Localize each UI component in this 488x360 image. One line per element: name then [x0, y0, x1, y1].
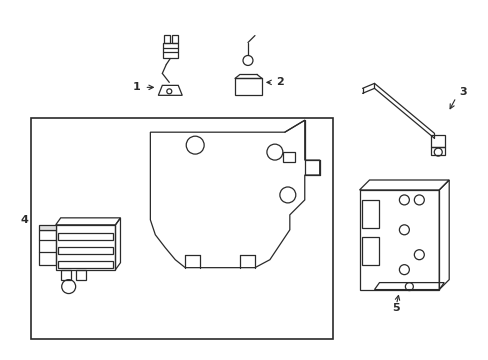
Bar: [58, 233, 112, 240]
Bar: [58, 261, 112, 268]
Polygon shape: [39, 225, 56, 230]
Bar: [430, 135, 444, 147]
Text: 4: 4: [21, 215, 29, 225]
Bar: [282, 152, 294, 162]
Bar: [31, 118, 332, 339]
Text: 1: 1: [132, 82, 140, 93]
Bar: [172, 35, 178, 42]
Bar: [361, 237, 379, 265]
Bar: [58, 247, 112, 254]
Bar: [164, 35, 170, 42]
Bar: [430, 147, 444, 155]
Text: 3: 3: [458, 87, 466, 97]
Bar: [361, 200, 379, 228]
Text: 5: 5: [392, 302, 399, 312]
Text: 2: 2: [275, 77, 283, 87]
